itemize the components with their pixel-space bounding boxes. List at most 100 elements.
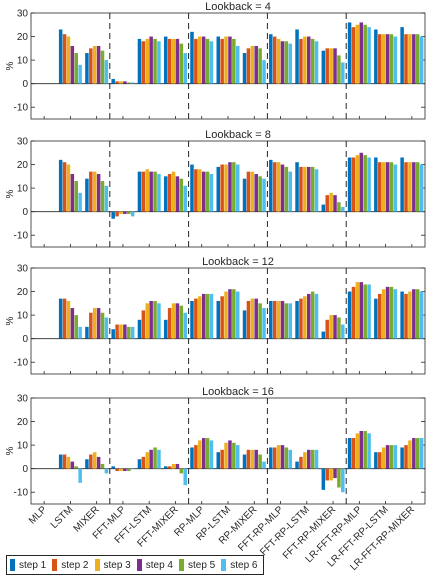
- bar: [355, 282, 360, 339]
- bar: [137, 171, 142, 212]
- bar: [70, 173, 75, 212]
- bar: [355, 24, 360, 84]
- bar: [367, 27, 371, 84]
- bar: [141, 171, 146, 212]
- y-tick-label: -10: [14, 103, 29, 114]
- bar: [123, 468, 127, 472]
- y-tick-label: 30: [17, 264, 29, 275]
- bar: [276, 38, 281, 84]
- axes-box: [30, 140, 426, 248]
- bar: [254, 173, 258, 212]
- bar: [130, 211, 135, 217]
- panel-title: Lookback = 8: [205, 129, 271, 141]
- bar: [115, 211, 119, 217]
- bar: [157, 173, 161, 212]
- bar: [329, 315, 333, 339]
- bar: [321, 331, 326, 339]
- bar: [74, 181, 78, 212]
- bar: [100, 463, 105, 469]
- bar: [367, 433, 371, 469]
- bar: [175, 303, 180, 339]
- legend-label: step 5: [188, 559, 216, 571]
- bar: [412, 34, 416, 84]
- bar: [163, 319, 168, 339]
- bar: [307, 166, 311, 212]
- bar: [141, 456, 146, 469]
- y-tick-label: 10: [17, 184, 29, 195]
- bar: [198, 296, 202, 339]
- bar: [337, 317, 341, 339]
- bar: [179, 468, 184, 474]
- legend-item: step 1: [10, 559, 46, 571]
- bar: [224, 442, 228, 469]
- bar: [385, 162, 390, 212]
- chart-panel: -10 0 10 20 30% Lookback = 4: [5, 1, 426, 120]
- bar: [183, 53, 187, 84]
- bar: [400, 291, 404, 339]
- y-tick-label: 20: [17, 32, 29, 43]
- bar: [400, 447, 404, 469]
- bar: [145, 303, 149, 339]
- bar: [137, 38, 142, 84]
- bar: [70, 45, 75, 84]
- bar: [284, 41, 289, 84]
- bar: [250, 171, 255, 212]
- bar: [355, 155, 360, 212]
- bar: [242, 454, 247, 469]
- bar: [224, 36, 228, 84]
- bar: [232, 442, 236, 469]
- bar: [341, 206, 345, 212]
- bar: [254, 449, 258, 469]
- bar: [363, 430, 367, 469]
- bar: [92, 452, 97, 469]
- bar: [236, 164, 240, 212]
- bar: [179, 178, 184, 212]
- y-tick-label: 10: [17, 56, 29, 67]
- bar: [314, 41, 319, 84]
- panel-title: Lookback = 16: [202, 386, 274, 398]
- bar: [190, 164, 194, 212]
- y-tick-label: -10: [14, 231, 29, 242]
- bar: [389, 162, 394, 212]
- bar: [299, 456, 303, 469]
- bar: [201, 171, 206, 212]
- bar: [115, 324, 119, 339]
- legend: step 1 step 2 step 3 step 4 step 5 step …: [6, 555, 264, 575]
- y-axis-label: %: [5, 61, 16, 70]
- bar: [89, 48, 93, 84]
- bar: [385, 445, 390, 469]
- panel-title: Lookback = 12: [202, 256, 274, 268]
- bar: [153, 300, 157, 339]
- bar: [412, 289, 416, 339]
- bar: [216, 300, 220, 339]
- bar: [194, 169, 198, 212]
- bar: [276, 300, 281, 339]
- bar: [201, 438, 206, 469]
- bar: [242, 53, 247, 84]
- bar: [78, 468, 82, 483]
- bar: [284, 303, 289, 339]
- bar: [295, 461, 299, 469]
- bar: [66, 36, 71, 84]
- bar: [119, 324, 123, 339]
- bar: [378, 452, 382, 469]
- bar: [288, 449, 293, 469]
- y-tick-label: 0: [22, 79, 28, 90]
- bar: [280, 41, 285, 84]
- legend-label: step 1: [19, 559, 47, 571]
- bar: [96, 456, 101, 469]
- bar: [216, 452, 220, 469]
- bar: [96, 45, 101, 84]
- bar: [347, 22, 352, 84]
- legend-item: step 2: [52, 559, 89, 571]
- bar: [96, 173, 101, 212]
- bar: [381, 447, 386, 469]
- bar: [194, 298, 198, 339]
- legend-swatch: [179, 559, 184, 571]
- bar: [314, 169, 319, 212]
- bar: [205, 171, 210, 212]
- y-tick-label: 30: [17, 394, 29, 405]
- bar: [104, 60, 109, 84]
- bar: [246, 171, 251, 212]
- bar: [127, 468, 131, 472]
